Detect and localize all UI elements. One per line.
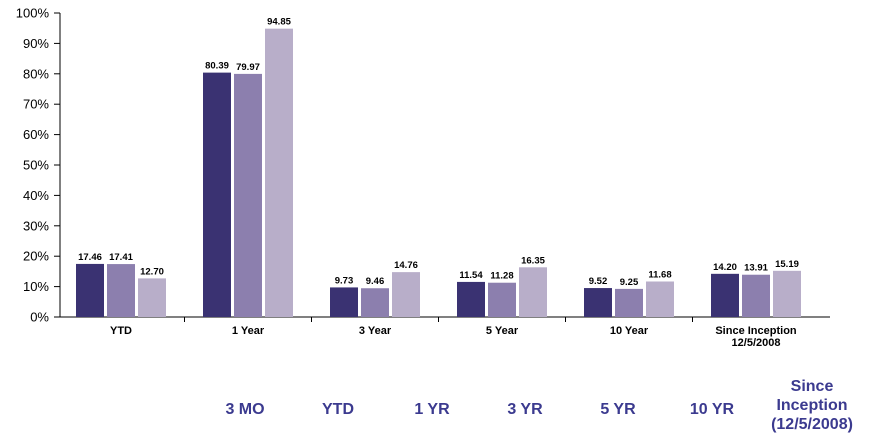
y-tick-label: 90% — [23, 36, 49, 51]
y-tick-label: 0% — [30, 310, 49, 325]
bar-value-label: 79.97 — [236, 62, 260, 73]
bar — [76, 263, 104, 317]
bar-value-label: 9.52 — [589, 276, 608, 287]
x-category-label: 3 Year — [359, 325, 392, 337]
y-tick-label: 50% — [23, 158, 49, 173]
y-tick-label: 10% — [23, 279, 49, 294]
bar — [584, 288, 612, 317]
x-category-label: 10 Year — [610, 325, 649, 337]
bar-value-label: 9.73 — [335, 275, 354, 286]
bar — [615, 288, 643, 317]
bar — [646, 281, 674, 317]
bar-value-label: 17.41 — [109, 252, 133, 263]
x-category-label: YTD — [110, 325, 132, 337]
y-tick-label: 70% — [23, 97, 49, 112]
bar — [392, 272, 420, 317]
period-label: 1 YR — [414, 401, 450, 418]
bar-value-label: 15.19 — [775, 259, 799, 270]
bar-value-label: 9.46 — [366, 276, 385, 287]
bar — [519, 267, 547, 317]
period-label: 3 MO — [225, 401, 265, 418]
bar-value-label: 94.85 — [267, 17, 291, 28]
bar-value-label: 11.68 — [648, 269, 671, 280]
y-tick-label: 30% — [23, 218, 49, 233]
bar — [234, 73, 262, 317]
period-label: 3 YR — [507, 401, 543, 418]
bar-value-label: 11.28 — [490, 271, 513, 282]
bar-value-label: 9.25 — [620, 277, 639, 288]
bar — [361, 288, 389, 317]
period-label: Since Inception (12/5/2008) — [771, 378, 853, 433]
bar-value-label: 17.46 — [78, 252, 102, 263]
bar-value-label: 12.70 — [140, 266, 164, 277]
y-tick-label: 80% — [23, 66, 49, 81]
y-tick-label: 100% — [16, 6, 50, 21]
bar — [773, 270, 801, 317]
bar-value-label: 80.39 — [205, 61, 229, 72]
y-tick-label: 20% — [23, 249, 49, 264]
y-tick-label: 60% — [23, 127, 49, 142]
y-tick-label: 40% — [23, 188, 49, 203]
bar-value-label: 14.20 — [713, 262, 737, 273]
period-label: YTD — [322, 401, 354, 418]
bar — [203, 72, 231, 317]
bar — [488, 282, 516, 317]
x-category-label: 5 Year — [486, 325, 519, 337]
bar — [265, 28, 293, 317]
period-label: 10 YR — [689, 401, 735, 418]
bar — [457, 281, 485, 317]
performance-bar-chart: 0% 10% 20% 30% 40% 50% 60% 70% 80% 90% 100% 17.46 17… — [16, 6, 830, 384]
bar-value-label: 16.35 — [521, 255, 545, 266]
bar-value-label: 14.76 — [394, 260, 418, 271]
chart-svg: 0% 10% 20% 30% 40% 50% 60% 70% 80% 90% 100% 17.46 17… — [16, 6, 830, 384]
x-category-label: 1 Year — [232, 325, 265, 337]
bar — [138, 278, 166, 317]
period-label: 5 YR — [600, 401, 636, 418]
bar — [107, 264, 135, 317]
x-category-label: Since Inception 12/5/2008 — [715, 325, 797, 349]
bar — [711, 273, 739, 317]
bar — [742, 274, 770, 317]
bar-value-label: 11.54 — [459, 270, 483, 281]
bar-value-label: 13.91 — [744, 263, 768, 274]
bar — [330, 287, 358, 317]
